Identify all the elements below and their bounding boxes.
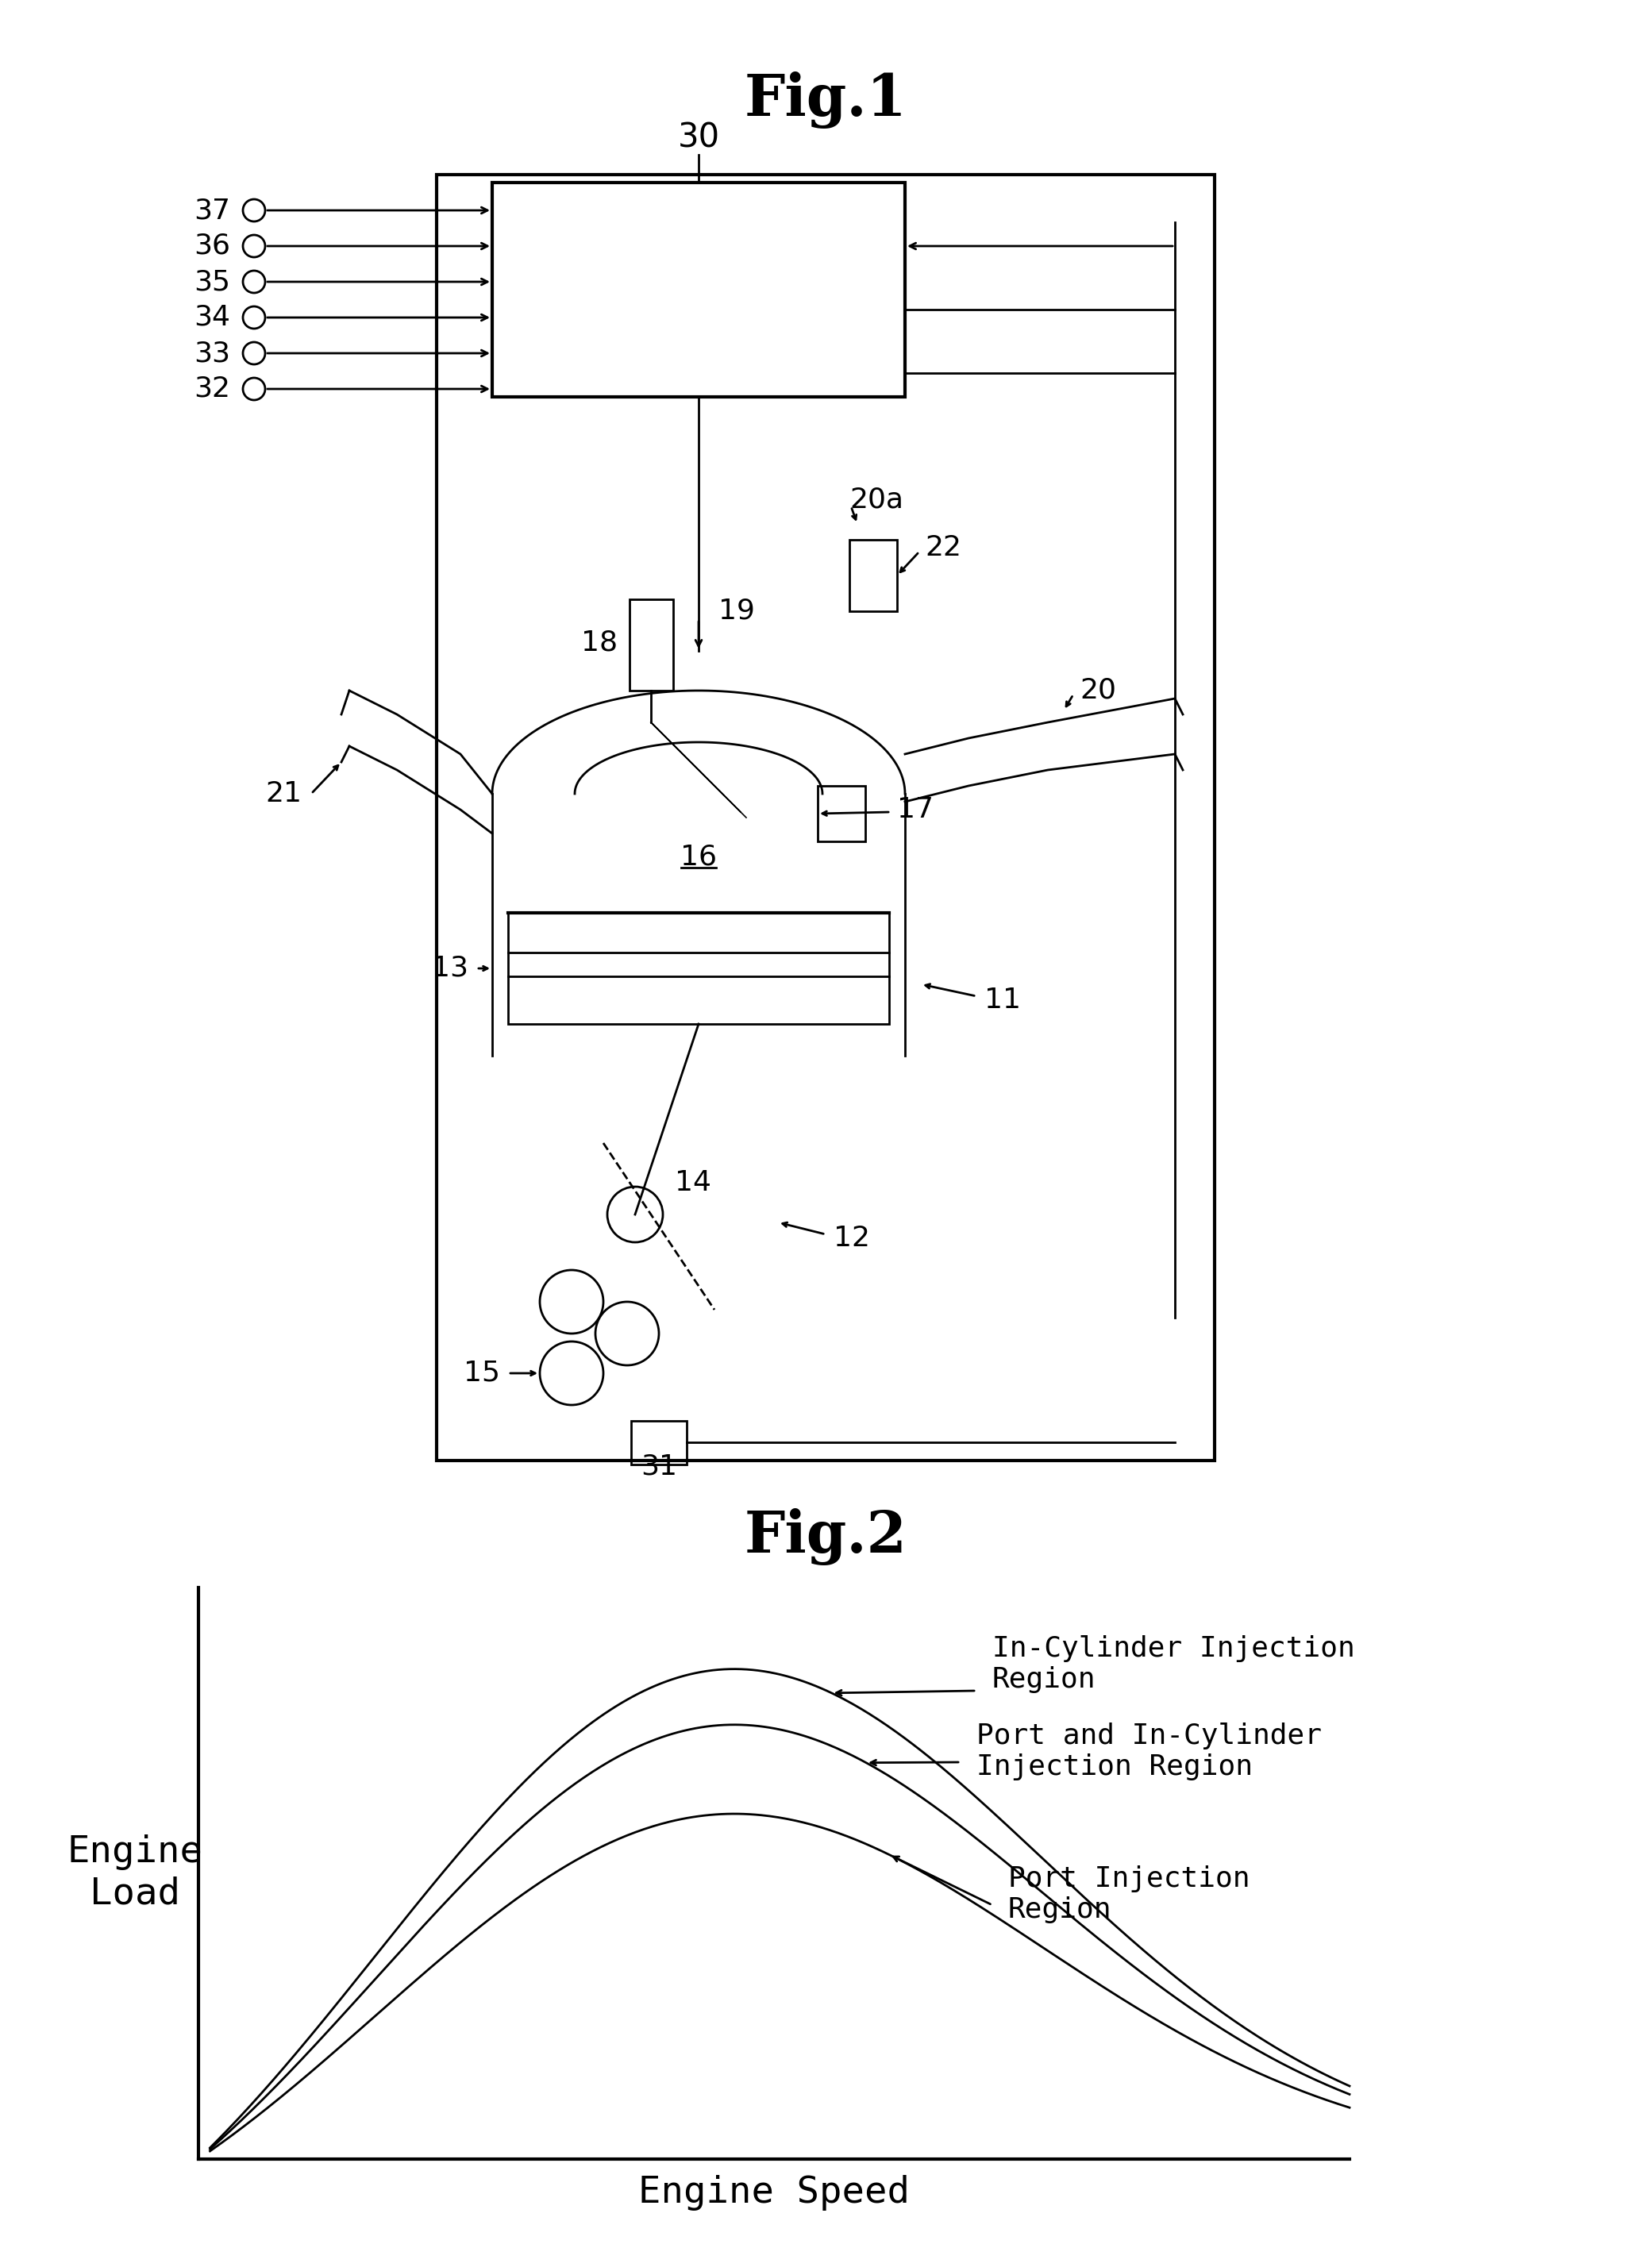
Text: 35: 35	[193, 269, 230, 296]
Text: Fig.2: Fig.2	[745, 1508, 907, 1566]
Text: 33: 33	[193, 339, 230, 366]
Bar	[436, 175, 1214, 1461]
Bar	[631, 1420, 687, 1465]
Text: 17: 17	[897, 797, 933, 824]
Text: 21: 21	[264, 781, 302, 808]
Text: Port Injection
Region: Port Injection Region	[1008, 1865, 1251, 1923]
Text: 31: 31	[641, 1454, 677, 1481]
Text: Engine
Load: Engine Load	[68, 1836, 203, 1912]
Text: 37: 37	[193, 197, 230, 224]
Text: 20a: 20a	[849, 487, 904, 514]
Text: 14: 14	[674, 1169, 712, 1196]
Text: 15: 15	[464, 1360, 501, 1387]
Text: Port and In-Cylinder
Injection Region: Port and In-Cylinder Injection Region	[976, 1723, 1322, 1782]
Bar	[492, 182, 905, 397]
Bar	[509, 913, 889, 1023]
Bar	[849, 541, 897, 610]
Text: Fig.1: Fig.1	[745, 72, 907, 128]
Text: 16: 16	[681, 844, 717, 871]
Text: 36: 36	[193, 233, 230, 260]
Text: 32: 32	[193, 375, 230, 402]
Text: 18: 18	[582, 631, 618, 657]
Text: 30: 30	[677, 121, 720, 155]
Bar	[818, 785, 866, 842]
Text: In-Cylinder Injection
Region: In-Cylinder Injection Region	[993, 1636, 1355, 1694]
Text: 20: 20	[1080, 678, 1117, 705]
Bar	[629, 599, 672, 691]
Text: 11: 11	[985, 987, 1021, 1014]
Text: 13: 13	[431, 956, 469, 983]
Text: 19: 19	[719, 597, 755, 624]
Text: Engine Speed: Engine Speed	[638, 2174, 910, 2210]
Text: 34: 34	[193, 303, 230, 332]
Text: 12: 12	[834, 1225, 871, 1252]
Text: 22: 22	[925, 534, 961, 561]
